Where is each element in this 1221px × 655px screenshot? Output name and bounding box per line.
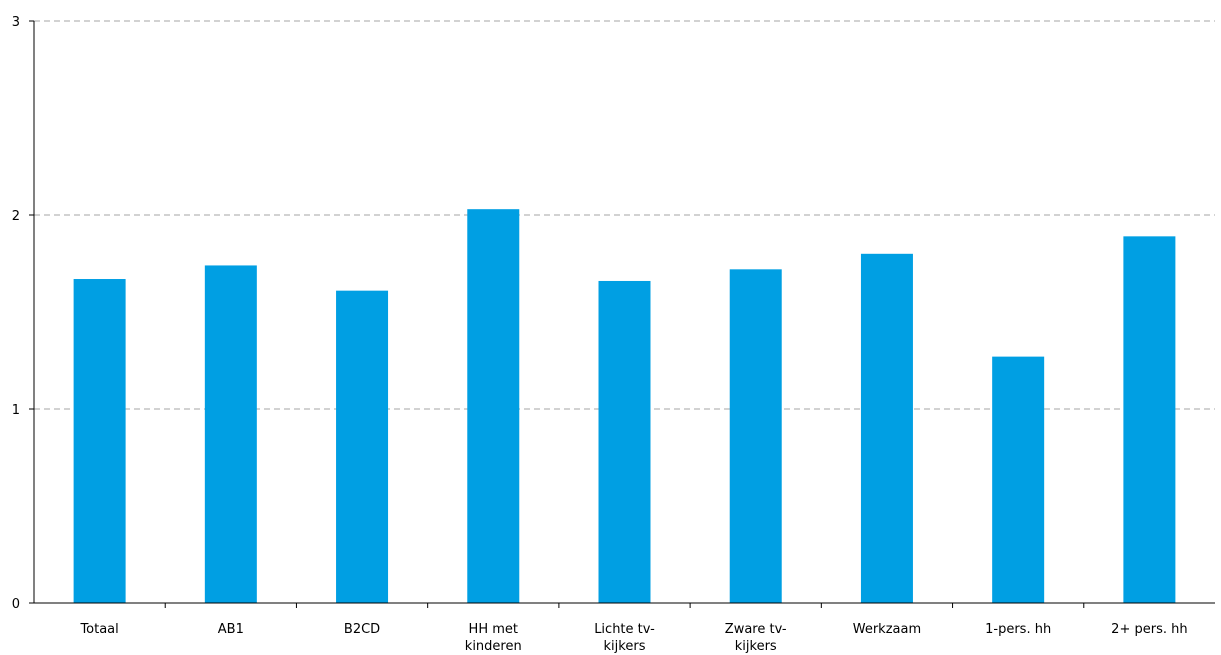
x-tick-label: Lichte tv-kijkers	[594, 622, 655, 654]
x-tick-label: 1-pers. hh	[985, 622, 1051, 637]
x-tick-label-line: B2CD	[344, 622, 380, 637]
x-tick-label-line: kinderen	[465, 639, 522, 654]
x-axis-ticks: Totaal AB1 B2CD HH met kinderen Lichte tv-kij…	[79, 603, 1188, 654]
bar	[336, 290, 389, 603]
bar	[73, 279, 126, 603]
x-tick-label: B2CD	[344, 622, 380, 637]
x-tick-label: AB1	[218, 622, 244, 637]
x-tick-label: Werkzaam	[853, 622, 921, 637]
y-tick-label: 0	[12, 597, 20, 612]
x-tick-label: HH met kinderen	[465, 622, 522, 654]
bar	[992, 356, 1045, 603]
x-tick-label-line: Zware tv-	[725, 622, 787, 637]
bar	[860, 253, 913, 604]
bar	[204, 265, 257, 603]
x-tick-label-line: Totaal	[79, 622, 118, 637]
bar	[729, 269, 782, 603]
bar	[1123, 236, 1176, 603]
y-tick-label: 2	[12, 209, 20, 224]
bar	[467, 209, 520, 603]
x-tick-label-line: Lichte tv-	[594, 622, 655, 637]
x-tick-label-line: kijkers	[604, 639, 646, 654]
axes	[29, 21, 1215, 604]
x-tick-label: Zware tv-kijkers	[725, 622, 787, 654]
y-tick-label: 3	[12, 15, 20, 30]
x-tick-label-line: AB1	[218, 622, 244, 637]
x-tick-label-line: Werkzaam	[853, 622, 921, 637]
x-tick-label: Totaal	[79, 622, 118, 637]
x-tick-label-line: 2+ pers. hh	[1111, 622, 1187, 637]
x-tick-label-line: HH met	[469, 622, 518, 637]
x-tick-label-line: kijkers	[735, 639, 777, 654]
bars	[73, 209, 1176, 604]
y-tick-label: 1	[12, 403, 20, 418]
x-tick-label: 2+ pers. hh	[1111, 622, 1187, 637]
bar	[598, 280, 651, 603]
y-axis-ticks: 0 1 2 3	[12, 15, 34, 612]
x-tick-label-line: 1-pers. hh	[985, 622, 1051, 637]
